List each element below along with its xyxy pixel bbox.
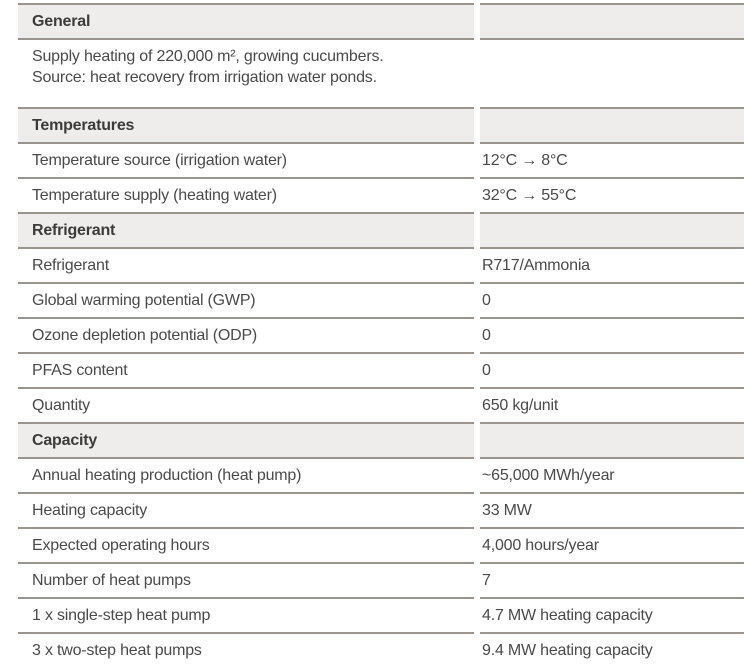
spec-label: Temperature supply (heating water) xyxy=(18,177,474,212)
spec-label: Temperature source (irrigation water) xyxy=(18,142,474,177)
spec-row-pfas-content: PFAS content 0 xyxy=(18,352,744,387)
spec-row-ozone-depletion-potential-odp: Ozone depletion potential (ODP) 0 xyxy=(18,317,744,352)
section-header-spacer xyxy=(480,107,744,142)
spec-row-heating-capacity: Heating capacity 33 MW xyxy=(18,492,744,527)
section-text-line: Supply heating of 220,000 m², growing cu… xyxy=(32,48,384,65)
spec-value: 0 xyxy=(480,352,744,387)
spec-label: 1 x single-step heat pump xyxy=(18,597,474,632)
section-text-line: Source: heat recovery from irrigation wa… xyxy=(32,68,377,86)
section-header-row-general: General xyxy=(18,3,744,38)
spec-row-temperature-supply-heating-water: Temperature supply (heating water) 32°C →… xyxy=(18,177,744,212)
spec-row-temperature-source-irrigation-water: Temperature source (irrigation water) 12°… xyxy=(18,142,744,177)
spec-value: 32°C → 55°C xyxy=(480,177,744,212)
section-header-row-temperatures: Temperatures xyxy=(18,107,744,142)
spec-row-global-warming-potential-gwp: Global warming potential (GWP) 0 xyxy=(18,282,744,317)
spec-row-quantity: Quantity 650 kg/unit xyxy=(18,387,744,422)
section-header-spacer xyxy=(480,3,744,38)
spec-label: Ozone depletion potential (ODP) xyxy=(18,317,474,352)
spec-label: Annual heating production (heat pump) xyxy=(18,457,474,492)
spec-row-3-x-two-step-heat-pumps: 3 x two-step heat pumps 9.4 MW heating ca… xyxy=(18,632,744,667)
spec-value: 4,000 hours/year xyxy=(480,527,744,562)
section-title: Temperatures xyxy=(18,107,474,142)
spec-value: 33 MW xyxy=(480,492,744,527)
spec-row-refrigerant: Refrigerant R717/Ammonia xyxy=(18,247,744,282)
spec-row-annual-heating-production-heat-pump: Annual heating production (heat pump) ~65… xyxy=(18,457,744,492)
spec-value: 12°C → 8°C xyxy=(480,142,744,177)
spec-label: Heating capacity xyxy=(18,492,474,527)
spec-label: Expected operating hours xyxy=(18,527,474,562)
section-header-row-capacity: Capacity xyxy=(18,422,744,457)
spec-label: 3 x two-step heat pumps xyxy=(18,632,474,667)
spec-label: PFAS content xyxy=(18,352,474,387)
section-title: Capacity xyxy=(18,422,474,457)
section-text-row-general: Supply heating of 220,000 m², growing cu… xyxy=(18,38,744,107)
section-title: Refrigerant xyxy=(18,212,474,247)
spec-value: 0 xyxy=(480,282,744,317)
section-title: General xyxy=(18,3,474,38)
spec-value: ~65,000 MWh/year xyxy=(480,457,744,492)
spec-label: Quantity xyxy=(18,387,474,422)
section-header-spacer xyxy=(480,212,744,247)
spec-label: Refrigerant xyxy=(18,247,474,282)
spec-value: 4.7 MW heating capacity xyxy=(480,597,744,632)
section-text: Supply heating of 220,000 m², growing cu… xyxy=(18,38,474,107)
spec-value: 9.4 MW heating capacity xyxy=(480,632,744,667)
spec-row-expected-operating-hours: Expected operating hours 4,000 hours/year xyxy=(18,527,744,562)
spec-label: Global warming potential (GWP) xyxy=(18,282,474,317)
section-header-spacer xyxy=(480,422,744,457)
spec-table: General Supply heating of 220,000 m², gro… xyxy=(18,3,744,667)
spec-row-number-of-heat-pumps: Number of heat pumps 7 xyxy=(18,562,744,597)
section-header-row-refrigerant: Refrigerant xyxy=(18,212,744,247)
spec-value: 650 kg/unit xyxy=(480,387,744,422)
spec-row-1-x-single-step-heat-pump: 1 x single-step heat pump 4.7 MW heating … xyxy=(18,597,744,632)
empty-value-cell xyxy=(480,38,744,100)
spec-label: Number of heat pumps xyxy=(18,562,474,597)
spec-value: R717/Ammonia xyxy=(480,247,744,282)
spec-value: 0 xyxy=(480,317,744,352)
spec-value: 7 xyxy=(480,562,744,597)
